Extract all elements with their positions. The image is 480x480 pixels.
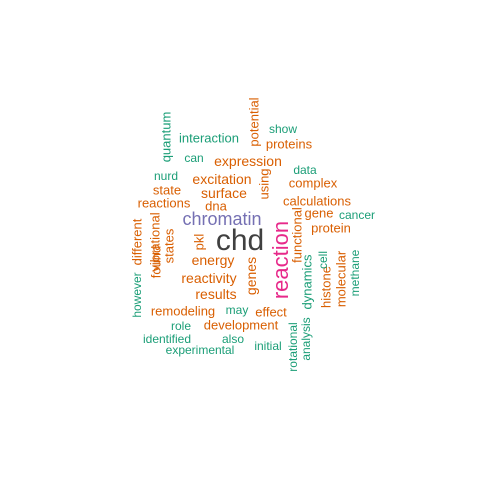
word-dna: dna (205, 198, 227, 214)
word-surface: surface (201, 185, 247, 201)
word-chd: chd (215, 224, 265, 257)
word-cell: cell (316, 250, 330, 270)
word-complex: complex (288, 175, 338, 191)
word-reactivity: reactivity (181, 270, 237, 286)
word-methane: methane (348, 249, 362, 297)
word-molecular: molecular (333, 250, 349, 308)
word-effect: effect (255, 304, 287, 320)
word-also: also (221, 332, 245, 346)
word-quantum: quantum (158, 111, 174, 163)
word-data: data (293, 163, 317, 177)
word-expression: expression (214, 153, 282, 169)
word-identified: identified (142, 332, 192, 346)
word-state: state (152, 182, 182, 198)
word-reactions: reactions (137, 195, 191, 211)
word-analysis: analysis (299, 317, 313, 361)
word-rotational: rotational (286, 322, 300, 372)
word-histone: histone (318, 266, 334, 308)
word-however: however (130, 272, 144, 318)
word-interaction: interaction (179, 130, 239, 146)
word-gene: gene (304, 205, 334, 221)
word-role: role (170, 319, 192, 333)
word-remodeling: remodeling (150, 303, 216, 319)
word-excitation: excitation (192, 171, 252, 187)
word-calculations: calculations (283, 193, 351, 209)
word-cancer: cancer (338, 208, 376, 222)
word-states: states (161, 228, 177, 264)
word-can: can (184, 151, 204, 165)
word-vibrational: vibrational (147, 212, 163, 272)
word-proteins: proteins (265, 136, 313, 152)
word-experimental: experimental (165, 343, 235, 357)
word-protein: protein (311, 220, 351, 236)
word-may: may (225, 303, 249, 317)
word-potential: potential (246, 97, 262, 147)
word-nurd: nurd (153, 169, 179, 183)
word-chromatin: chromatin (182, 209, 262, 229)
word-initial: initial (254, 339, 282, 353)
word-using: using (256, 168, 272, 200)
word-dynamics: dynamics (299, 254, 315, 310)
word-energy: energy (191, 252, 235, 268)
word-pkl: pkl (191, 233, 207, 251)
word-show: show (268, 122, 298, 136)
word-genes: genes (243, 256, 259, 296)
word-results: results (195, 286, 237, 302)
word-development: development (203, 317, 279, 333)
word-different: different (129, 218, 145, 266)
